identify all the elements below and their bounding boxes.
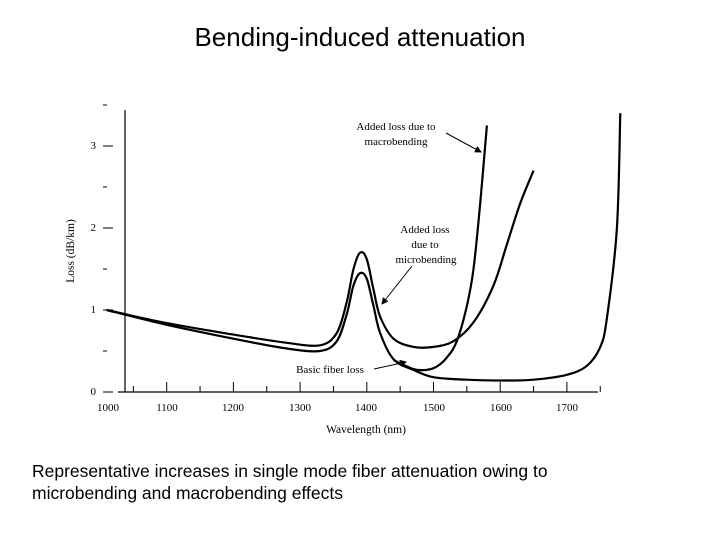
loss-chart: Loss (dB/km) Wavelength (nm) 1000 1100 1… [65, 104, 622, 436]
y-tick-label-2: 2 [91, 222, 97, 234]
figure-caption: Representative increases in single mode … [32, 460, 702, 504]
x-tick-label-1700: 1700 [556, 402, 579, 414]
basic-loss-arrow [373, 359, 407, 370]
x-tick-label-1500: 1500 [423, 402, 446, 414]
macrobending-annotation-line1: Added loss due to [356, 121, 436, 133]
microbending-annotation-line2: due to [411, 239, 439, 251]
x-tick-label-1100: 1100 [156, 402, 178, 414]
x-tick-label-1400: 1400 [355, 402, 378, 414]
x-tick-label-1000: 1000 [97, 402, 120, 414]
macrobending-loss-curve [393, 125, 488, 372]
y-tick-label-0: 0 [91, 386, 97, 398]
x-tick-label-1200: 1200 [222, 402, 245, 414]
y-axis-label: Loss (dB/km) [65, 219, 77, 283]
caption-line-2: microbending and macrobending effects [32, 483, 343, 503]
macrobending-annotation-line2: macrobending [365, 136, 428, 148]
x-axis-label: Wavelength (nm) [326, 424, 406, 436]
basic-fiber-loss-curve [106, 113, 622, 382]
macrobending-arrow [445, 132, 482, 153]
caption-line-1: Representative increases in single mode … [32, 461, 548, 481]
y-tick-label-3: 3 [91, 140, 97, 152]
x-tick-label-1600: 1600 [490, 402, 513, 414]
microbending-annotation-line3: microbending [395, 254, 457, 266]
y-tick-label-1: 1 [91, 304, 97, 316]
basic-loss-annotation: Basic fiber loss [296, 364, 364, 376]
microbending-arrow [381, 265, 413, 305]
microbending-annotation-line1: Added loss [400, 224, 449, 236]
microbending-loss-curve [106, 170, 535, 349]
slide-title: Bending-induced attenuation [194, 22, 526, 52]
x-tick-label-1300: 1300 [289, 402, 312, 414]
